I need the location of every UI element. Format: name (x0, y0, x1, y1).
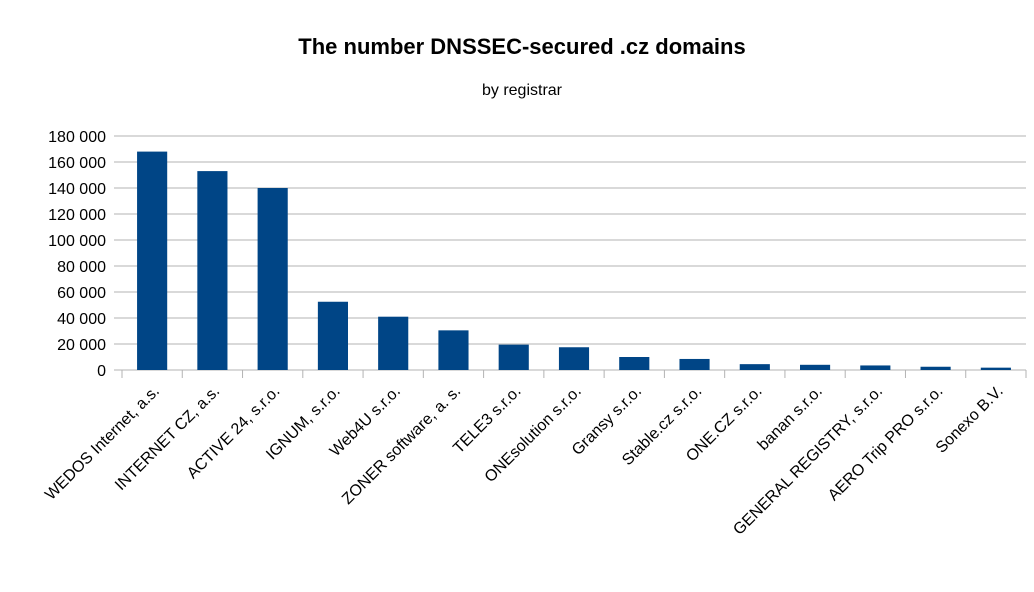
y-tick-label: 60 000 (57, 285, 106, 302)
x-axis-labels: WEDOS Internet, a.s.INTERNET CZ, a.s.ACT… (42, 383, 1007, 539)
bar (860, 365, 891, 370)
bar (679, 358, 710, 370)
bar (619, 357, 650, 370)
y-tick-label: 20 000 (57, 337, 106, 354)
x-tick-label: INTERNET CZ, a.s. (112, 383, 223, 494)
y-tick-label: 160 000 (48, 155, 106, 172)
y-tick-label: 40 000 (57, 311, 106, 328)
y-axis-ticks: 0 20 000 40 000 60 000 80 000 100 000 120 000 1… (48, 129, 106, 380)
chart-title: The number DNSSEC-secured .cz domains (298, 34, 746, 59)
gridlines (114, 135, 1026, 371)
x-tick-label: ZONER software, a. s. (339, 383, 464, 508)
bar (920, 366, 951, 370)
x-tick-label: AERO Trip PRO s.r.o. (825, 383, 946, 504)
y-tick-label: 0 (97, 363, 106, 380)
bar (438, 330, 469, 370)
y-tick-label: 120 000 (48, 207, 106, 224)
bar (980, 367, 1011, 370)
bar (137, 151, 168, 370)
chart-subtitle: by registrar (481, 82, 563, 99)
bars (137, 151, 1011, 370)
bar (498, 344, 529, 370)
y-tick-label: 180 000 (48, 129, 106, 146)
bar (197, 171, 228, 370)
bar (317, 301, 348, 370)
bar (558, 347, 590, 370)
bar (800, 364, 831, 370)
bar (257, 188, 288, 370)
y-tick-label: 100 000 (48, 233, 106, 250)
x-tick-label: WEDOS Internet, a.s. (42, 383, 163, 504)
bar (739, 364, 770, 370)
bar (378, 316, 409, 370)
x-axis (121, 370, 1027, 378)
y-tick-label: 80 000 (57, 259, 106, 276)
y-tick-label: 140 000 (48, 181, 106, 198)
